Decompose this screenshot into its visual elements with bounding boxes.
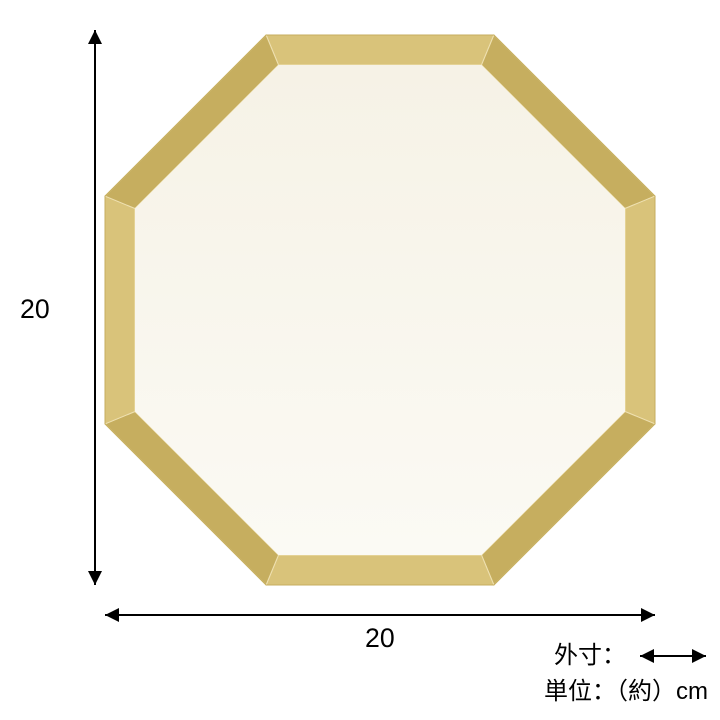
legend-outer-label: 外寸： [554,638,626,674]
width-dimension-label: 20 [365,623,395,654]
legend-arrow-icon [638,647,708,665]
width-dimension-arrow [0,0,720,720]
legend-unit-label: 単位：（約）cm [544,674,708,710]
legend: 外寸： 単位：（約）cm [544,638,708,710]
diagram-canvas: 20 20 外寸： 単位：（約）cm [0,0,720,720]
